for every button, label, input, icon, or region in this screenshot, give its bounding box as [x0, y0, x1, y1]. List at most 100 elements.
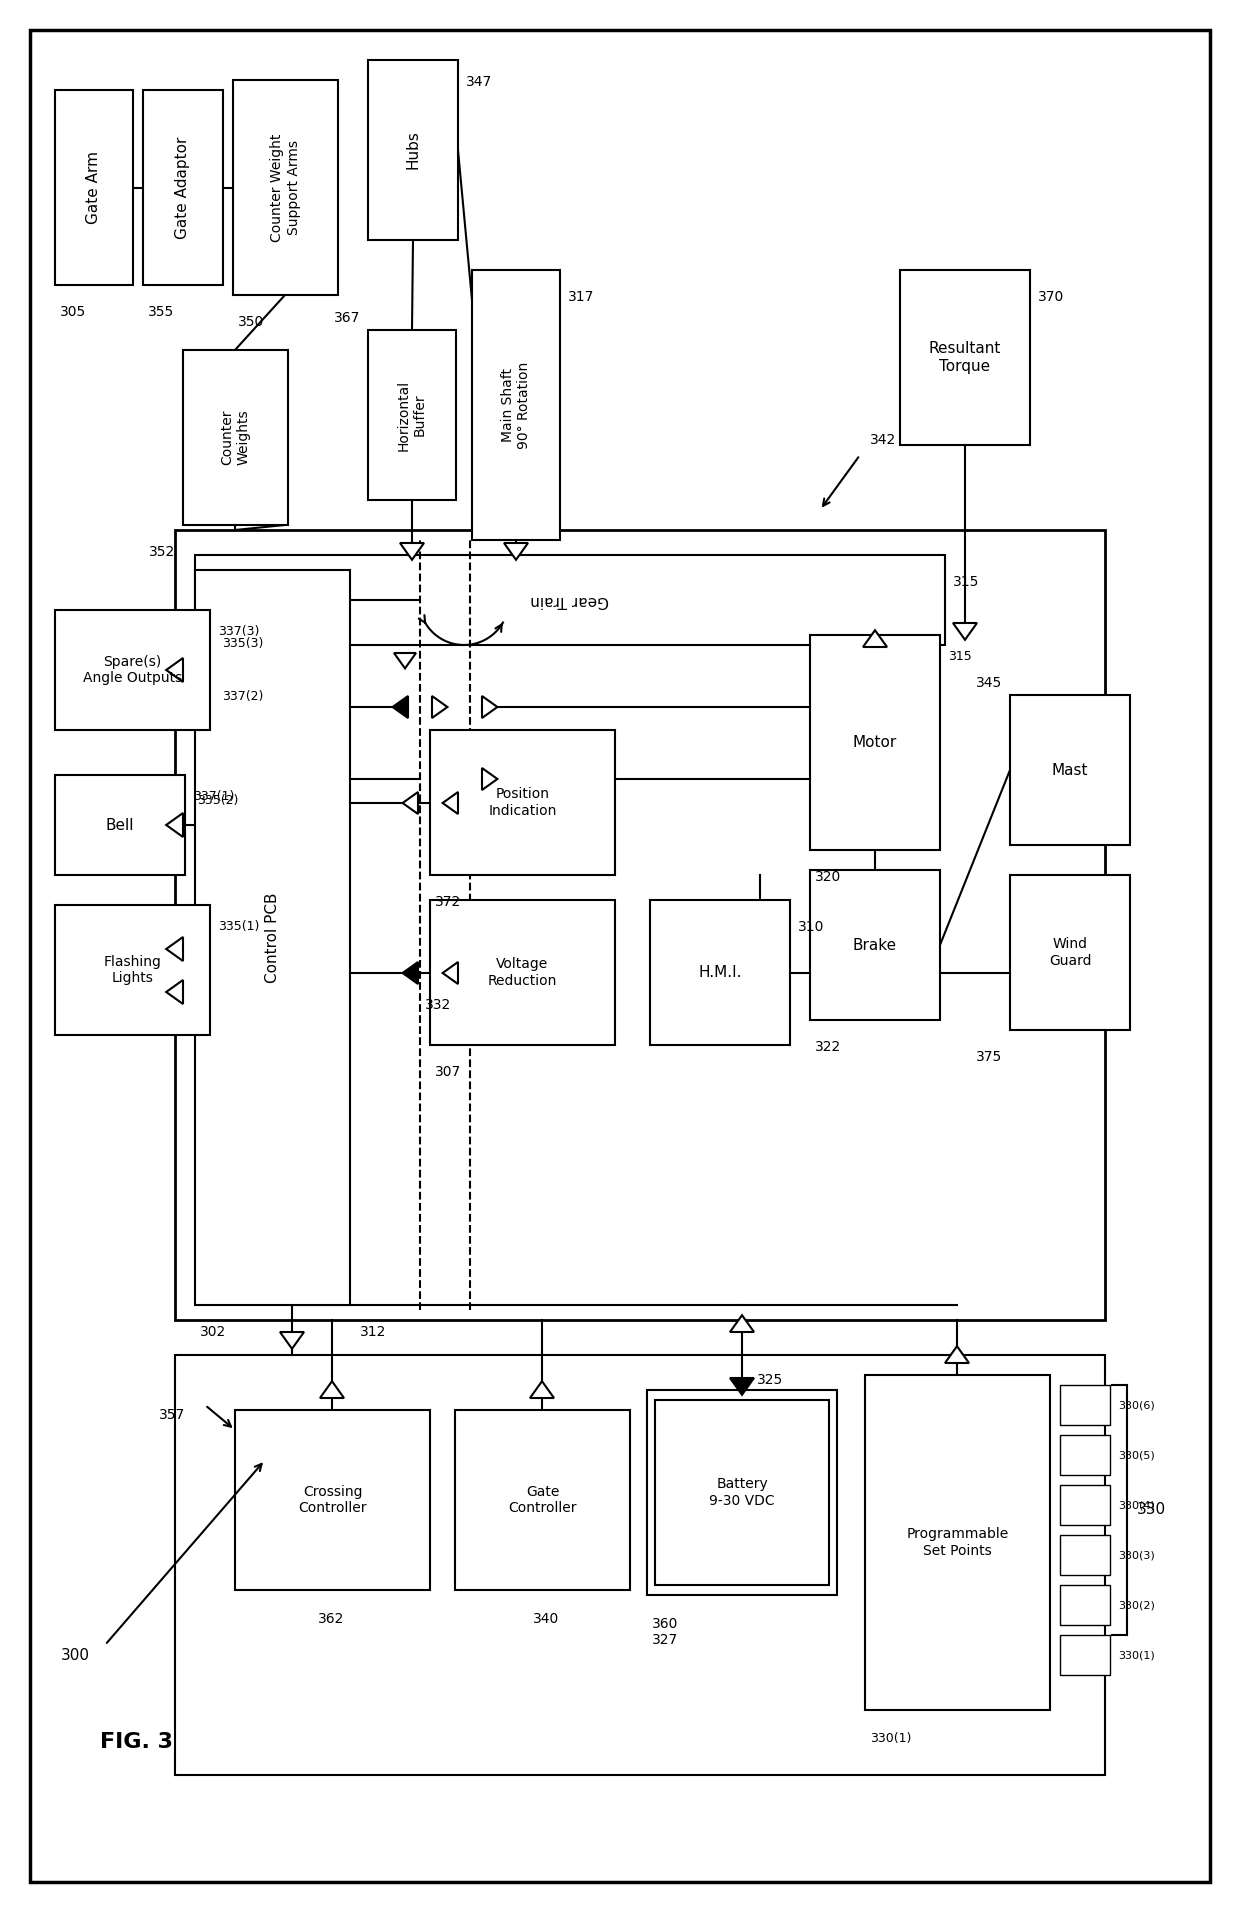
FancyBboxPatch shape: [30, 31, 1210, 1881]
Text: Gate
Controller: Gate Controller: [508, 1486, 577, 1514]
FancyBboxPatch shape: [55, 610, 210, 730]
FancyBboxPatch shape: [236, 1409, 430, 1591]
Polygon shape: [166, 937, 184, 962]
Text: 337(3): 337(3): [218, 625, 259, 639]
Polygon shape: [166, 981, 184, 1004]
Text: 330(6): 330(6): [1118, 1400, 1154, 1409]
Text: 317: 317: [568, 291, 594, 304]
Text: 375: 375: [976, 1050, 1002, 1063]
Text: Control PCB: Control PCB: [265, 893, 280, 983]
FancyBboxPatch shape: [655, 1400, 830, 1585]
Polygon shape: [432, 696, 448, 719]
Text: Programmable
Set Points: Programmable Set Points: [906, 1528, 1008, 1558]
Polygon shape: [403, 962, 418, 985]
Text: 345: 345: [976, 677, 1002, 690]
Text: 360: 360: [652, 1618, 678, 1631]
Text: Counter
Weights: Counter Weights: [221, 409, 250, 465]
Text: Mast: Mast: [1052, 763, 1089, 778]
Text: 335(3): 335(3): [222, 637, 263, 650]
Text: 327: 327: [652, 1633, 678, 1646]
Polygon shape: [401, 543, 424, 560]
Polygon shape: [166, 813, 184, 837]
Text: Bell: Bell: [105, 818, 134, 832]
Polygon shape: [443, 962, 458, 985]
Text: 367: 367: [334, 312, 360, 325]
Polygon shape: [394, 654, 415, 669]
Polygon shape: [954, 623, 977, 641]
Text: 330(1): 330(1): [870, 1732, 911, 1746]
Text: 342: 342: [870, 432, 897, 447]
Text: Flashing
Lights: Flashing Lights: [104, 954, 161, 985]
Text: 362: 362: [317, 1612, 343, 1625]
Text: Gate Arm: Gate Arm: [87, 151, 102, 224]
FancyBboxPatch shape: [1060, 1635, 1110, 1675]
Text: 355: 355: [148, 306, 175, 319]
Polygon shape: [945, 1346, 968, 1363]
Text: 330(2): 330(2): [1118, 1600, 1154, 1610]
FancyBboxPatch shape: [810, 635, 940, 851]
Polygon shape: [730, 1379, 754, 1394]
FancyBboxPatch shape: [195, 570, 350, 1306]
Polygon shape: [529, 1380, 554, 1398]
Polygon shape: [393, 696, 408, 719]
Text: Horizontal
Buffer: Horizontal Buffer: [397, 379, 427, 451]
FancyBboxPatch shape: [195, 554, 945, 644]
Text: Wind
Guard: Wind Guard: [1049, 937, 1091, 967]
Text: Spare(s)
Angle Outputs: Spare(s) Angle Outputs: [83, 656, 182, 684]
Text: 357: 357: [159, 1407, 185, 1423]
FancyBboxPatch shape: [143, 90, 223, 285]
Text: Gear Train: Gear Train: [531, 593, 609, 608]
FancyBboxPatch shape: [430, 730, 615, 876]
Text: Voltage
Reduction: Voltage Reduction: [487, 958, 557, 989]
Text: 330(4): 330(4): [1118, 1501, 1154, 1510]
Polygon shape: [280, 1333, 304, 1348]
FancyBboxPatch shape: [55, 774, 185, 876]
Text: 335(1): 335(1): [218, 920, 259, 933]
FancyBboxPatch shape: [650, 901, 790, 1046]
FancyBboxPatch shape: [1060, 1384, 1110, 1424]
FancyBboxPatch shape: [472, 270, 560, 539]
Text: Position
Indication: Position Indication: [489, 788, 557, 818]
FancyBboxPatch shape: [900, 270, 1030, 445]
Text: H.M.I.: H.M.I.: [698, 966, 742, 981]
FancyBboxPatch shape: [1060, 1535, 1110, 1575]
Text: 322: 322: [815, 1040, 841, 1054]
Text: 352: 352: [149, 545, 175, 558]
Text: 330(5): 330(5): [1118, 1449, 1154, 1461]
Text: 337(1): 337(1): [193, 790, 234, 803]
Text: 310: 310: [799, 920, 825, 933]
Polygon shape: [863, 631, 887, 646]
Text: 302: 302: [200, 1325, 226, 1338]
FancyBboxPatch shape: [1060, 1585, 1110, 1625]
Text: FIG. 3: FIG. 3: [100, 1732, 174, 1751]
Text: 330(1): 330(1): [1118, 1650, 1154, 1660]
Text: 370: 370: [1038, 291, 1064, 304]
FancyBboxPatch shape: [1011, 694, 1130, 845]
Text: Crossing
Controller: Crossing Controller: [299, 1486, 367, 1514]
FancyBboxPatch shape: [647, 1390, 837, 1595]
Text: 330: 330: [1137, 1503, 1166, 1518]
Text: 330(3): 330(3): [1118, 1551, 1154, 1560]
Text: Battery
9-30 VDC: Battery 9-30 VDC: [709, 1478, 775, 1507]
Text: 372: 372: [435, 895, 461, 908]
Polygon shape: [503, 543, 528, 560]
Polygon shape: [482, 769, 497, 790]
Text: 325: 325: [756, 1373, 784, 1386]
Text: 347: 347: [466, 75, 492, 90]
Text: 340: 340: [532, 1612, 559, 1625]
Text: Main Shaft
90° Rotation: Main Shaft 90° Rotation: [501, 361, 531, 449]
Text: 335(2): 335(2): [197, 793, 238, 807]
FancyBboxPatch shape: [1011, 876, 1130, 1031]
Polygon shape: [482, 696, 497, 719]
Text: Brake: Brake: [853, 937, 897, 952]
Text: 307: 307: [435, 1065, 461, 1078]
Text: Resultant
Torque: Resultant Torque: [929, 342, 1001, 373]
FancyBboxPatch shape: [810, 870, 940, 1019]
FancyBboxPatch shape: [368, 331, 456, 501]
FancyBboxPatch shape: [175, 530, 1105, 1319]
FancyBboxPatch shape: [866, 1375, 1050, 1709]
Text: 312: 312: [360, 1325, 387, 1338]
Text: 300: 300: [61, 1648, 91, 1663]
Text: Hubs: Hubs: [405, 130, 420, 170]
Text: 350: 350: [238, 315, 264, 329]
